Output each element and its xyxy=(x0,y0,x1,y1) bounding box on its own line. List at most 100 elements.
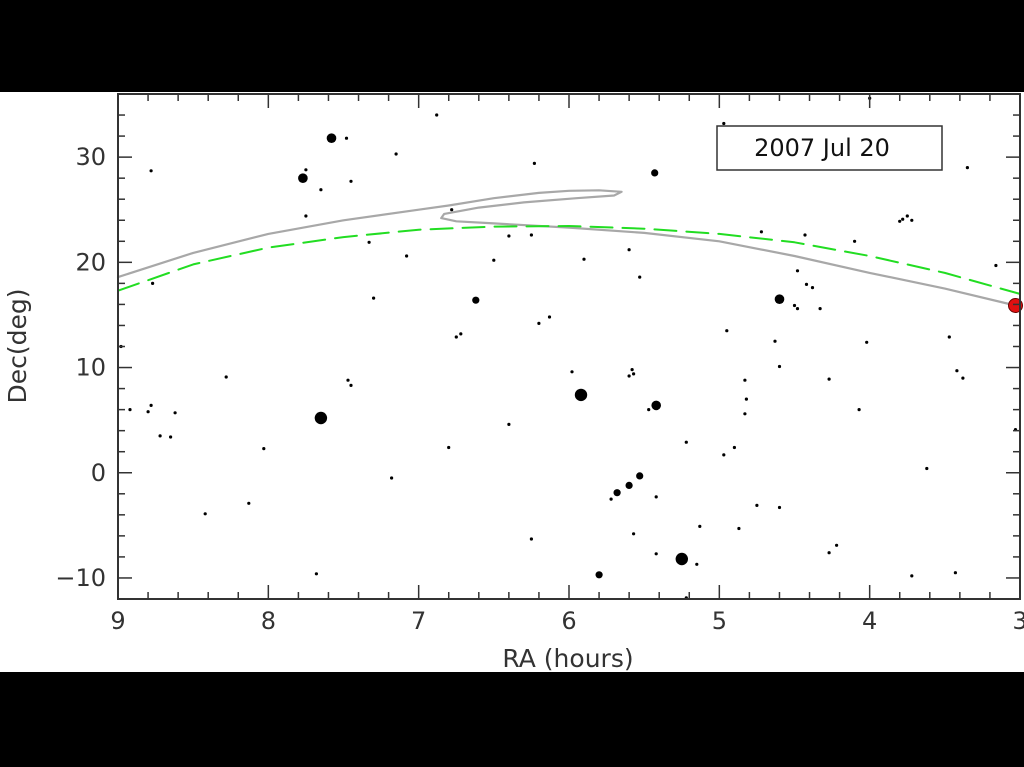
star-106 xyxy=(151,281,155,285)
x-tick-label-8: 8 xyxy=(261,607,276,635)
star-0 xyxy=(326,133,337,143)
star-43 xyxy=(804,282,809,286)
star-52 xyxy=(547,315,552,319)
star-96 xyxy=(737,526,741,531)
star-28 xyxy=(898,219,902,223)
star-32 xyxy=(759,230,764,234)
star-9 xyxy=(613,489,621,497)
star-14 xyxy=(304,168,308,172)
star-23 xyxy=(722,121,726,126)
star-94 xyxy=(632,532,636,536)
star-77 xyxy=(158,434,162,438)
star-81 xyxy=(507,422,511,426)
star-41 xyxy=(795,269,800,273)
star-61 xyxy=(346,378,350,382)
ecliptic-line xyxy=(117,225,1021,295)
star-10 xyxy=(625,481,633,489)
star-73 xyxy=(128,408,132,412)
plot-frame: 9 8 7 6 5 4 3 −10 0 10 20 30 RA (hours) Dec(deg) 20… xyxy=(0,92,1024,672)
star-92 xyxy=(529,537,534,541)
star-8 xyxy=(651,169,659,177)
star-29 xyxy=(910,218,914,222)
date-label: 2007 Jul 20 xyxy=(754,134,890,162)
sky-chart: 9 8 7 6 5 4 3 −10 0 10 20 30 RA (hours) Dec(deg) 20… xyxy=(3,93,1024,672)
star-68 xyxy=(743,378,747,382)
star-40 xyxy=(638,275,642,279)
star-18 xyxy=(394,152,398,156)
x-tick-label-3: 3 xyxy=(1012,607,1024,635)
star-88 xyxy=(390,476,394,480)
star-2 xyxy=(314,411,328,425)
y-tick-label--10: −10 xyxy=(55,564,106,592)
star-62 xyxy=(349,383,353,387)
star-76 xyxy=(173,411,177,415)
star-42 xyxy=(810,286,815,290)
lines-layer xyxy=(116,189,1021,307)
star-35 xyxy=(367,240,371,244)
star-19 xyxy=(435,113,439,117)
star-72 xyxy=(857,408,861,412)
star-25 xyxy=(965,166,970,170)
y-tick-label-10: 10 xyxy=(75,354,106,382)
star-39 xyxy=(627,248,631,252)
star-95 xyxy=(698,524,702,528)
star-102 xyxy=(827,551,831,555)
star-26 xyxy=(901,217,905,221)
star-75 xyxy=(146,410,150,414)
star-27 xyxy=(905,214,909,218)
star-3 xyxy=(574,388,588,402)
y-axis-title: Dec(deg) xyxy=(3,288,32,403)
star-63 xyxy=(570,370,574,374)
star-48 xyxy=(372,296,376,300)
star-78 xyxy=(169,435,173,439)
tick-labels-layer: 9 8 7 6 5 4 3 −10 0 10 20 30 xyxy=(55,143,1024,635)
star-74 xyxy=(149,403,153,407)
star-104 xyxy=(910,574,914,578)
y-tick-label-20: 20 xyxy=(75,248,106,276)
star-66 xyxy=(632,372,636,376)
star-5 xyxy=(675,552,688,566)
star-97 xyxy=(755,503,759,507)
star-4 xyxy=(651,400,661,411)
star-1 xyxy=(298,173,308,183)
star-100 xyxy=(695,562,699,566)
star-82 xyxy=(647,408,651,412)
star-105 xyxy=(953,571,958,575)
star-20 xyxy=(149,169,153,173)
star-36 xyxy=(405,254,409,258)
x-tick-label-6: 6 xyxy=(561,607,576,635)
star-37 xyxy=(492,258,496,262)
star-17 xyxy=(304,214,308,218)
star-98 xyxy=(777,505,782,510)
star-13 xyxy=(344,136,349,140)
star-44 xyxy=(792,303,797,308)
star-99 xyxy=(654,552,658,556)
star-53 xyxy=(725,329,729,333)
star-49 xyxy=(459,332,463,336)
star-107 xyxy=(609,497,613,501)
ticks-layer xyxy=(117,93,1021,600)
star-31 xyxy=(853,239,857,243)
star-45 xyxy=(795,307,800,311)
star-12 xyxy=(595,571,603,579)
object-path-line xyxy=(116,189,1017,307)
star-7 xyxy=(472,296,480,304)
star-91 xyxy=(314,572,318,576)
star-70 xyxy=(743,412,747,416)
star-54 xyxy=(773,339,777,343)
star-21 xyxy=(450,208,454,212)
star-86 xyxy=(925,466,929,471)
star-83 xyxy=(732,445,737,450)
x-tick-label-9: 9 xyxy=(110,607,125,635)
star-56 xyxy=(947,335,951,339)
star-22 xyxy=(532,161,537,165)
star-16 xyxy=(349,179,353,183)
stars-layer xyxy=(119,96,1018,600)
star-6 xyxy=(774,294,785,304)
star-90 xyxy=(203,512,207,516)
star-69 xyxy=(744,397,749,401)
y-tick-label-30: 30 xyxy=(75,143,106,171)
star-84 xyxy=(722,453,726,457)
star-55 xyxy=(865,340,869,344)
star-85 xyxy=(684,440,688,444)
